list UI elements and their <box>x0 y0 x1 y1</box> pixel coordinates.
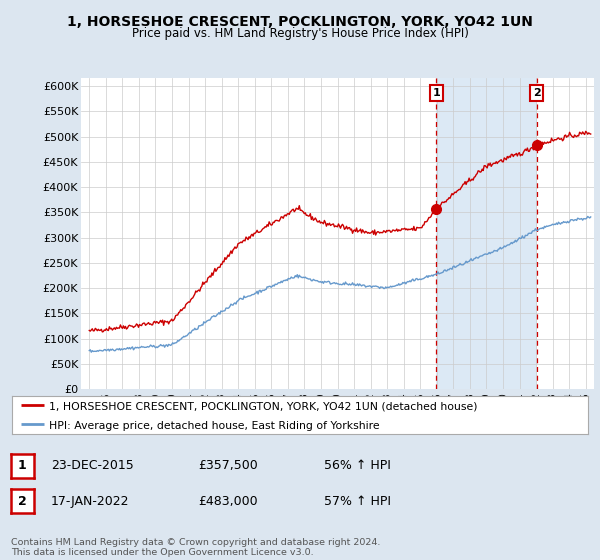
Text: HPI: Average price, detached house, East Riding of Yorkshire: HPI: Average price, detached house, East… <box>49 421 380 431</box>
Text: 56% ↑ HPI: 56% ↑ HPI <box>324 459 391 473</box>
Text: 1: 1 <box>18 459 26 473</box>
Text: 2: 2 <box>18 494 26 508</box>
Text: 23-DEC-2015: 23-DEC-2015 <box>51 459 134 473</box>
Bar <box>436 78 537 389</box>
Text: 1: 1 <box>433 88 440 98</box>
Text: £483,000: £483,000 <box>198 494 257 508</box>
Text: 17-JAN-2022: 17-JAN-2022 <box>51 494 130 508</box>
Text: Contains HM Land Registry data © Crown copyright and database right 2024.
This d: Contains HM Land Registry data © Crown c… <box>11 538 380 557</box>
Text: 1, HORSESHOE CRESCENT, POCKLINGTON, YORK, YO42 1UN: 1, HORSESHOE CRESCENT, POCKLINGTON, YORK… <box>67 15 533 29</box>
Text: £357,500: £357,500 <box>198 459 258 473</box>
Text: Price paid vs. HM Land Registry's House Price Index (HPI): Price paid vs. HM Land Registry's House … <box>131 27 469 40</box>
Text: 2: 2 <box>533 88 541 98</box>
Text: 57% ↑ HPI: 57% ↑ HPI <box>324 494 391 508</box>
Text: 1, HORSESHOE CRESCENT, POCKLINGTON, YORK, YO42 1UN (detached house): 1, HORSESHOE CRESCENT, POCKLINGTON, YORK… <box>49 402 478 412</box>
